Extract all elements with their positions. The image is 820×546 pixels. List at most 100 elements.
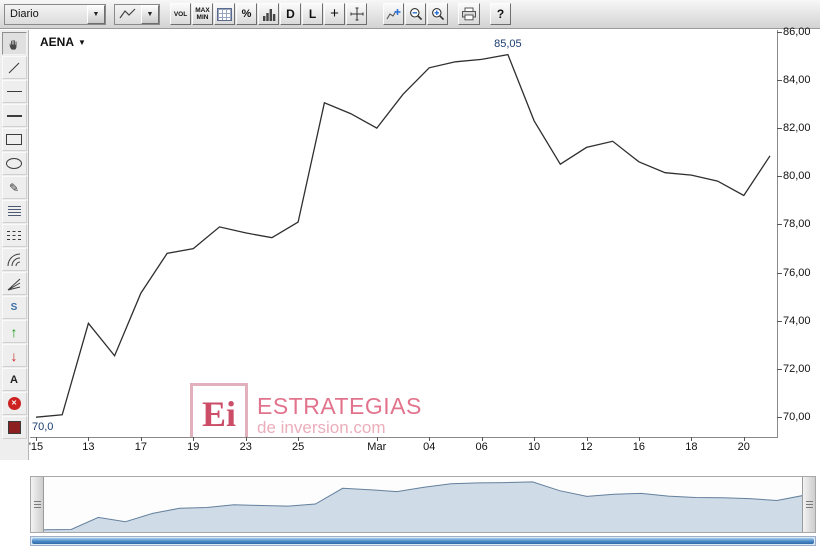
navigator-area-chart: [44, 481, 802, 532]
horizontal-line-icon: [6, 91, 22, 92]
trend-line-tool[interactable]: [1, 56, 27, 79]
delete-icon: ✕: [7, 397, 21, 410]
chart-annotation: 70,0: [32, 421, 54, 434]
line-segment-icon: [6, 114, 22, 117]
navigator-left-handle[interactable]: [31, 477, 44, 532]
chart-type-dropdown[interactable]: ▼: [114, 3, 160, 25]
pan-tool[interactable]: [1, 32, 27, 55]
y-axis-line: [777, 30, 778, 437]
navigator-area: [44, 481, 802, 532]
period-dropdown[interactable]: Diario ▼: [4, 3, 106, 25]
fibonacci-arcs-icon: [7, 253, 21, 266]
percent-scale-button[interactable]: %: [236, 3, 257, 25]
x-tick-mark: [534, 437, 536, 441]
x-tick-label: 06: [475, 441, 488, 453]
y-tick-mark: [777, 417, 782, 419]
x-tick-mark: [140, 437, 142, 441]
delete-tool[interactable]: ✕: [1, 392, 27, 415]
horizontal-scrollbar[interactable]: [30, 536, 816, 546]
arrow-up-tool[interactable]: ↑: [1, 320, 27, 343]
zoom-in-icon: [431, 8, 444, 21]
maxmin-icon: MAX MIN: [195, 7, 209, 21]
x-tick-label: 16: [632, 441, 646, 453]
zoom-area-button[interactable]: [383, 3, 404, 25]
zoom-in-button[interactable]: [427, 3, 448, 25]
y-tick-label: 72,00: [783, 363, 811, 376]
chevron-down-icon[interactable]: ▼: [87, 4, 105, 24]
arrow-up-icon: ↑: [10, 323, 18, 340]
y-tick-mark: [777, 31, 782, 33]
x-tick-mark: [429, 437, 431, 441]
dashed-lines-tool[interactable]: [1, 224, 27, 247]
navigator-line: [44, 481, 802, 531]
x-tick-label: 19: [187, 441, 200, 453]
plus-icon: +: [330, 5, 339, 22]
y-tick-mark: [777, 369, 782, 371]
horizontal-line-tool[interactable]: [1, 80, 27, 103]
y-tick-mark: [777, 79, 782, 81]
fan-lines-tool[interactable]: [1, 272, 27, 295]
watermark-line2: de inversion.com: [257, 418, 386, 437]
navigator-right-handle[interactable]: [802, 477, 815, 532]
x-tick-mark: [193, 437, 195, 441]
chevron-down-icon[interactable]: ▼: [141, 4, 159, 24]
print-button[interactable]: [458, 3, 480, 25]
volume-button[interactable]: VOL: [170, 3, 191, 25]
text-tool[interactable]: A: [1, 368, 27, 391]
arcs-tool[interactable]: [1, 248, 27, 271]
hand-icon: [9, 39, 17, 50]
x-tick-label: 13: [82, 441, 95, 453]
color-tool[interactable]: [1, 416, 27, 439]
x-tick-label: 10: [527, 441, 541, 453]
scrollbar-thumb[interactable]: [32, 538, 814, 544]
crosshair-icon: [350, 7, 363, 21]
maxmin-button[interactable]: MAX MIN: [192, 3, 213, 25]
ellipse-icon: [6, 158, 22, 169]
watermark-logo: Ei: [201, 394, 236, 434]
x-tick-label: '15: [28, 441, 44, 453]
log-scale-button[interactable]: L: [302, 3, 323, 25]
chart-plot-area[interactable]: Ei ESTRATEGIAS de inversion.com: [30, 30, 777, 437]
x-tick-label: Mar: [367, 441, 387, 453]
retracement-tool[interactable]: [1, 200, 27, 223]
histogram-icon: [262, 8, 275, 21]
x-axis-line: [30, 437, 778, 438]
price-chart: [35, 53, 771, 418]
x-tick-label: 12: [580, 441, 593, 453]
freehand-tool[interactable]: ✎: [1, 176, 27, 199]
rectangle-tool[interactable]: [1, 128, 27, 151]
symbol-selector[interactable]: AENA ▼: [40, 35, 86, 49]
percent-icon: %: [241, 8, 252, 20]
cursor-plus-button[interactable]: +: [324, 3, 345, 25]
x-tick-mark: [638, 437, 640, 441]
zoom-out-button[interactable]: [405, 3, 426, 25]
navigator-chart[interactable]: [44, 477, 802, 532]
line-segment-tool[interactable]: [1, 104, 27, 127]
y-tick-mark: [777, 272, 782, 274]
x-tick-mark: [691, 437, 693, 441]
x-tick-mark: [743, 437, 745, 441]
y-tick-label: 76,00: [783, 266, 811, 279]
help-button[interactable]: ?: [490, 3, 511, 25]
chevron-down-icon: ▼: [78, 37, 86, 47]
x-tick-label: 17: [134, 441, 147, 453]
x-tick-label: 23: [239, 441, 252, 453]
x-tick-label: 18: [685, 441, 698, 453]
histogram-button[interactable]: [258, 3, 279, 25]
watermark-text: ESTRATEGIAS de inversion.com: [257, 383, 422, 437]
crosshair-button[interactable]: [346, 3, 367, 25]
text-icon: A: [10, 373, 18, 386]
wave-tool[interactable]: S: [1, 296, 27, 319]
symbol-name: AENA: [40, 35, 75, 49]
grid-toggle-button[interactable]: [214, 3, 235, 25]
x-tick-mark: [36, 437, 37, 441]
daily-scale-button[interactable]: D: [280, 3, 301, 25]
y-tick-mark: [777, 128, 782, 130]
ellipse-tool[interactable]: [1, 152, 27, 175]
line-chart-icon: [115, 5, 141, 24]
y-tick-label: 70,00: [783, 411, 811, 424]
y-tick-label: 78,00: [783, 218, 811, 231]
arrow-down-tool[interactable]: ↓: [1, 344, 27, 367]
y-tick-label: 86,00: [783, 25, 811, 38]
